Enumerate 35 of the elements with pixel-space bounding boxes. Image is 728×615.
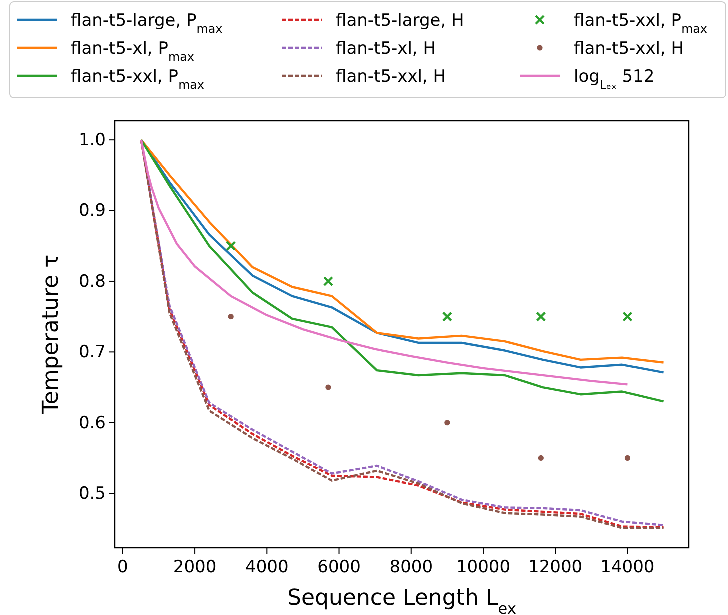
point	[228, 314, 234, 320]
y-tick-label: 0.7	[78, 342, 106, 363]
point	[326, 384, 332, 390]
legend-label: flan-t5-xxl, H	[336, 67, 446, 87]
legend-label: flan-t5-xxl, H	[574, 39, 684, 59]
x-tick-label: 0	[118, 557, 128, 578]
point	[622, 312, 633, 322]
y-axis-title: Temperature τ	[39, 254, 64, 416]
y-tick-label: 0.9	[78, 201, 106, 222]
y-tick-label: 0.8	[78, 272, 106, 292]
legend-label: flan-t5-large, H	[336, 11, 464, 31]
legend-label: flan-t5-xl, H	[336, 39, 436, 59]
x-tick-label: 6000	[318, 557, 361, 578]
y-tick-label: 0.6	[78, 413, 106, 434]
point	[226, 241, 236, 252]
y-tick-label: 1.0	[78, 130, 106, 151]
point	[444, 420, 450, 426]
x-tick-label: 10000	[456, 557, 511, 578]
point	[538, 455, 544, 462]
x-tick-label: 2000	[173, 557, 217, 578]
x-tick-label: 12000	[528, 557, 583, 578]
legend-label: log$_{Lₑₓ}$ 512	[574, 67, 655, 92]
x-axis-title: Sequence Length L$_{ex}$	[288, 586, 516, 615]
legend-label: flan-t5-large, P$_{max}$	[71, 11, 223, 36]
legend-label: flan-t5-xxl, P$_{max}$	[71, 67, 204, 92]
x-tick-label: 8000	[390, 557, 434, 578]
legend-label: flan-t5-xl, P$_{max}$	[71, 39, 194, 64]
point	[624, 455, 631, 462]
y-tick-label: 0.5	[78, 484, 106, 504]
x-tick-label: 14000	[600, 557, 655, 578]
point	[442, 312, 453, 322]
point	[536, 312, 546, 322]
x-tick-label: 4000	[246, 557, 289, 578]
legend-label: flan-t5-xxl, P$_{max}$	[574, 11, 708, 36]
point	[323, 276, 334, 287]
